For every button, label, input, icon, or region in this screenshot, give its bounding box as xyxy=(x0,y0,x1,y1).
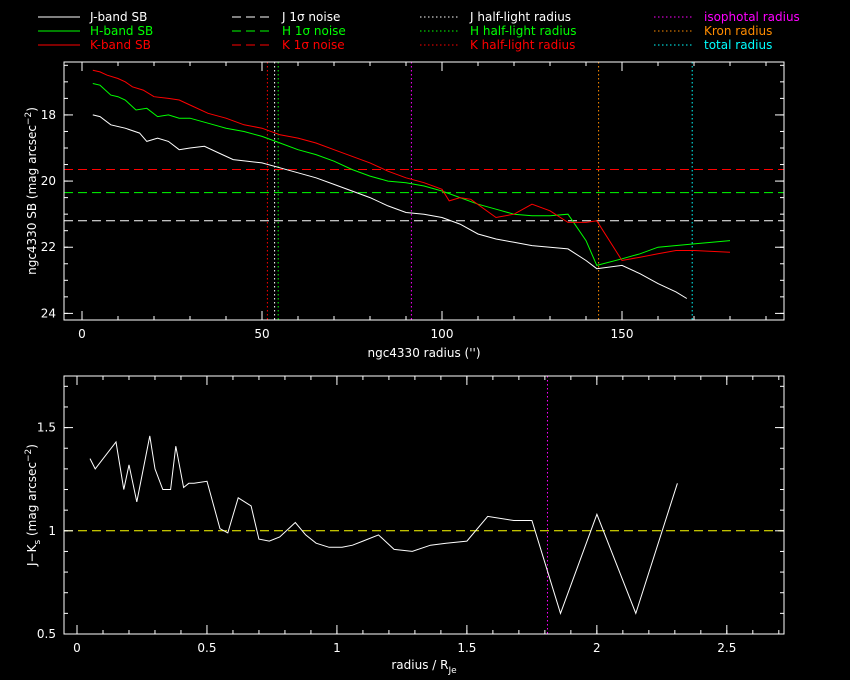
sb-y-tick-label: 20 xyxy=(41,174,56,188)
sb-y-tick-label: 24 xyxy=(41,306,56,320)
legend-label: H half-light radius xyxy=(470,24,577,38)
sb-x-tick-label: 0 xyxy=(78,327,86,341)
sb-y-axis-label: ngc4330 SB (mag arcsec−2) xyxy=(24,107,39,275)
color-x-tick-label: 2.5 xyxy=(717,641,736,655)
color-y-axis-label: J−Ks (mag arcsec−2) xyxy=(24,444,43,567)
color-profile-panel: 0 0.5 1 1.5 2 2.5 0.5 1 1.5 radius / RJe J−Ks (m… xyxy=(24,375,785,676)
color-series-line xyxy=(89,435,678,615)
legend-label: H 1σ noise xyxy=(282,24,346,38)
sb-x-tick-label: 150 xyxy=(611,327,634,341)
sb-series-line xyxy=(92,114,688,299)
color-y-tick-label: 1 xyxy=(48,524,56,538)
legend-label: J-band SB xyxy=(89,10,147,24)
sb-y-tick-label: 22 xyxy=(41,240,56,254)
color-x-axis-label: radius / RJe xyxy=(391,658,457,676)
color-y-tick-label: 0.5 xyxy=(37,627,56,641)
color-plot-frame xyxy=(63,375,785,635)
sb-x-axis-label: ngc4330 radius ('') xyxy=(367,346,480,360)
sb-x-tick-label: 50 xyxy=(254,327,269,341)
color-x-tick-label: 1 xyxy=(333,641,341,655)
color-x-tick-label: 0.5 xyxy=(197,641,216,655)
legend-label: J 1σ noise xyxy=(281,10,340,24)
color-x-tick-label: 0 xyxy=(73,641,81,655)
sb-profile-panel: 0 50 100 150 18 20 22 24 ngc4330 radius ('') ng… xyxy=(24,61,785,360)
sb-x-tick-label: 100 xyxy=(431,327,454,341)
sb-y-tick-label: 18 xyxy=(41,108,56,122)
sb-plot-frame xyxy=(63,61,785,321)
legend-label: K-band SB xyxy=(90,38,151,52)
legend-label: total radius xyxy=(704,38,772,52)
color-x-tick-label: 2 xyxy=(593,641,601,655)
sb-series-line xyxy=(92,83,731,266)
color-x-tick-label: 1.5 xyxy=(457,641,476,655)
sb-series-line xyxy=(92,69,731,262)
color-y-tick-label: 1.5 xyxy=(37,421,56,435)
legend-label: isophotal radius xyxy=(704,10,800,24)
legend-label: H-band SB xyxy=(90,24,153,38)
legend-label: K 1σ noise xyxy=(282,38,345,52)
legend-label: K half-light radius xyxy=(470,38,575,52)
legend-label: Kron radius xyxy=(704,24,772,38)
legend-label: J half-light radius xyxy=(469,10,571,24)
